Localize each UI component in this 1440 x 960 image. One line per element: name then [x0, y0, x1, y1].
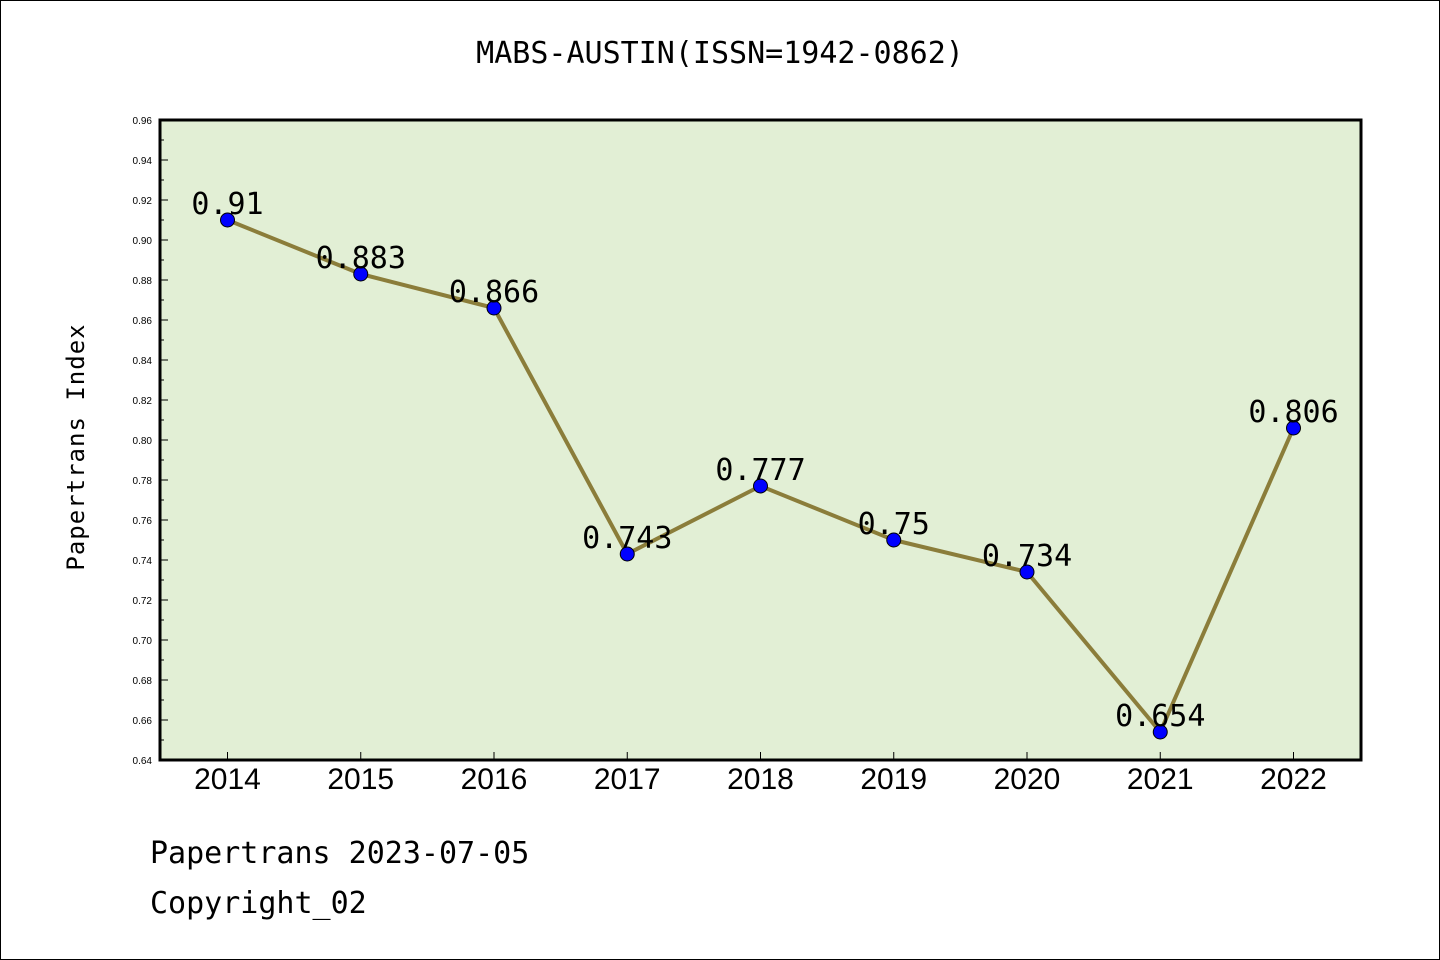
- x-tick-label: 2021: [1127, 763, 1194, 796]
- y-tick-label: 0.64: [133, 756, 153, 767]
- data-point: [486, 300, 502, 316]
- y-axis-label: Papertrans Index: [62, 323, 90, 570]
- x-tick-label: 2018: [727, 763, 794, 796]
- x-tick-label: 2022: [1260, 763, 1327, 796]
- y-tick-label: 0.74: [133, 556, 153, 567]
- x-tick-label: 2019: [860, 763, 927, 796]
- y-tick-label: 0.76: [133, 516, 153, 527]
- x-tick-label: 2020: [994, 763, 1061, 796]
- data-point: [353, 266, 369, 282]
- y-tick-label: 0.66: [133, 716, 153, 727]
- x-tick-label: 2016: [461, 763, 528, 796]
- y-tick-label: 0.68: [133, 676, 153, 687]
- data-label: 0.883: [316, 241, 406, 276]
- data-label: 0.75: [858, 507, 930, 542]
- x-tick-label: 2014: [194, 763, 261, 796]
- data-label: 0.734: [982, 539, 1072, 574]
- y-tick-label: 0.82: [133, 396, 153, 407]
- y-tick-label: 0.94: [133, 156, 153, 167]
- y-tick-label: 0.78: [133, 476, 153, 487]
- footer-date: Papertrans 2023-07-05: [150, 836, 530, 871]
- data-point: [886, 532, 902, 548]
- data-point: [1286, 420, 1301, 436]
- y-tick-label: 0.72: [133, 596, 153, 607]
- x-tick-label: 2015: [327, 763, 394, 796]
- plot-border: [158, 118, 1363, 762]
- data-point: [619, 546, 635, 562]
- data-label: 0.654: [1115, 699, 1205, 734]
- data-label: 0.866: [449, 275, 539, 310]
- y-tick-label: 0.92: [133, 196, 153, 207]
- footer-copyright: Copyright_02: [150, 886, 367, 921]
- y-tick-label: 0.70: [133, 636, 153, 647]
- chart-title: MABS-AUSTIN(ISSN=1942-0862): [476, 36, 964, 71]
- data-label: 0.743: [582, 521, 672, 556]
- y-tick-label: 0.84: [133, 356, 153, 367]
- data-label: 0.91: [191, 187, 263, 222]
- plot-area: [160, 120, 1361, 760]
- x-tick-label: 2017: [594, 763, 661, 796]
- y-tick-label: 0.90: [133, 236, 153, 247]
- y-tick-label: 0.86: [133, 316, 153, 327]
- data-point: [220, 212, 235, 228]
- data-label: 0.777: [715, 453, 805, 488]
- data-point: [753, 478, 768, 494]
- data-point: [1019, 564, 1035, 580]
- data-label: 0.806: [1248, 395, 1338, 430]
- y-tick-label: 0.88: [133, 276, 153, 287]
- y-tick-label: 0.96: [133, 116, 153, 127]
- y-tick-label: 0.80: [133, 436, 153, 447]
- data-point: [1152, 724, 1168, 740]
